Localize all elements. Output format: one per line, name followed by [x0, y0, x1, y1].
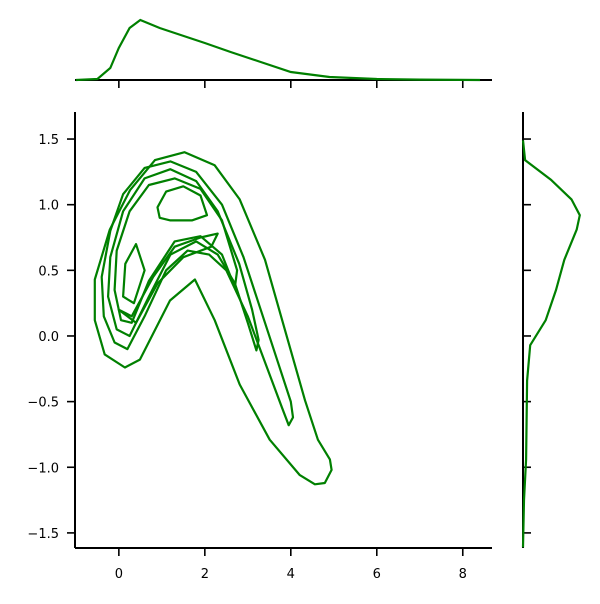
contour-line — [156, 185, 209, 222]
marginal-density — [521, 140, 581, 548]
contour-line — [93, 151, 333, 486]
y-tick-label: −0.5 — [27, 396, 59, 411]
y-tick-label: 0.0 — [38, 330, 59, 345]
x-tick-label: 4 — [287, 567, 295, 582]
y-tick-label: 1.5 — [38, 133, 59, 148]
x-tick-label: 2 — [201, 567, 209, 582]
x-tick-label: 6 — [373, 567, 381, 582]
x-tick-label: 8 — [459, 567, 467, 582]
y-tick-label: 1.0 — [38, 199, 59, 214]
contour-line — [122, 243, 146, 305]
x-tick-label: 0 — [115, 567, 123, 582]
contour-line — [113, 177, 239, 324]
y-tick-label: 0.5 — [38, 264, 59, 279]
y-tick-label: −1.0 — [27, 461, 59, 476]
marginal-density — [75, 18, 481, 82]
contour-line — [117, 232, 219, 324]
y-tick-label: −1.5 — [27, 527, 59, 542]
contour-line — [107, 168, 260, 352]
